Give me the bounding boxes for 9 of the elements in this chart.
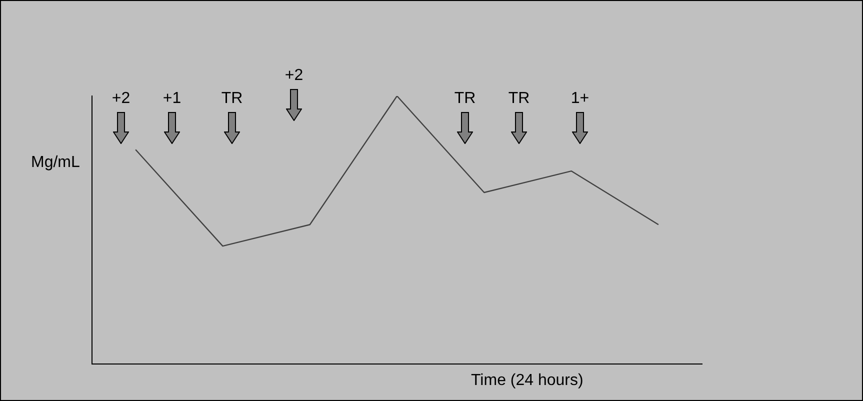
x-axis-title: Time (24 hours): [471, 372, 584, 390]
text: +2: [284, 67, 304, 85]
annotation: TR: [220, 90, 244, 108]
annotation: +2: [110, 90, 132, 108]
annotation: TR: [507, 90, 531, 108]
annotation: 1+: [570, 90, 590, 108]
y-axis-title: Mg/mL: [31, 154, 80, 172]
annotation: TR: [453, 90, 477, 108]
annotation: +1: [162, 90, 182, 108]
